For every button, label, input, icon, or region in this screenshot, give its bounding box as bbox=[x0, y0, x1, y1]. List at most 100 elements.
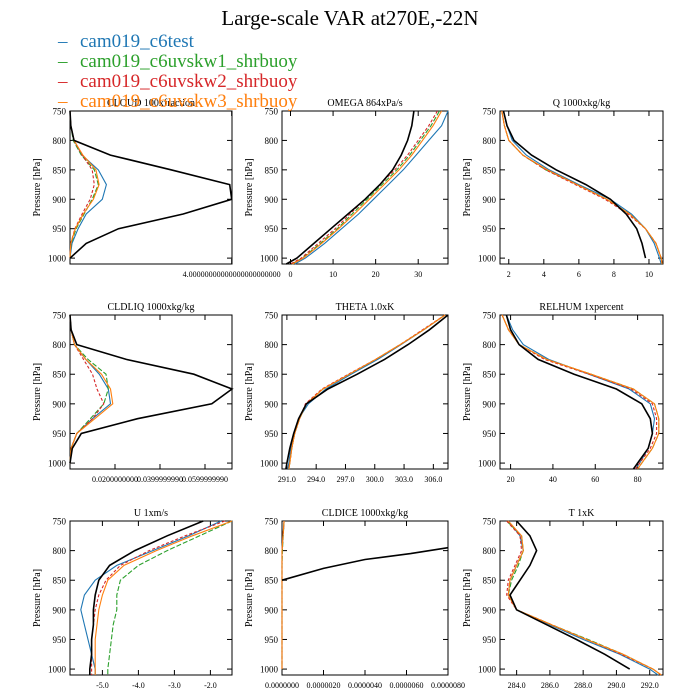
x-tick-label-2-0: 2 bbox=[507, 270, 511, 279]
y-tick-label-0-4: 950 bbox=[53, 224, 67, 234]
y-tick-label-4-1: 800 bbox=[265, 340, 279, 350]
y-tick-label-2-0: 750 bbox=[483, 107, 497, 117]
x-tick-label-6-2: -3.0 bbox=[168, 681, 181, 690]
y-tick-label-5-5: 1000 bbox=[478, 459, 497, 469]
y-tick-label-5-1: 800 bbox=[483, 340, 497, 350]
plot-frame-2 bbox=[499, 110, 664, 265]
y-tick-label-1-2: 850 bbox=[265, 165, 279, 175]
plot-frame-7 bbox=[281, 520, 449, 676]
y-tick-label-6-2: 850 bbox=[53, 576, 67, 586]
y-tick-label-7-0: 750 bbox=[265, 517, 279, 527]
series-line-1-4 bbox=[285, 110, 415, 265]
y-tick-label-1-4: 950 bbox=[265, 224, 279, 234]
legend-entry-3: – cam019_c6uvskw3_shrbuoy bbox=[58, 91, 298, 112]
x-tick-label-4-4: 303.0 bbox=[395, 475, 413, 484]
y-tick-label-8-2: 850 bbox=[483, 576, 497, 586]
series-line-7-3 bbox=[281, 520, 285, 670]
plot-frame-4 bbox=[281, 314, 449, 470]
y-axis-label-7: Pressure [hPa] bbox=[244, 569, 255, 627]
x-tick-label-1-3: 30 bbox=[414, 270, 422, 279]
x-tick-label-4-3: 300.0 bbox=[366, 475, 384, 484]
series-line-4-0 bbox=[287, 314, 446, 470]
series-line-2-4 bbox=[502, 110, 647, 259]
series-line-0-4 bbox=[69, 110, 233, 259]
y-tick-label-8-1: 800 bbox=[483, 546, 497, 556]
y-tick-label-3-5: 1000 bbox=[48, 459, 67, 469]
x-tick-label-6-0: -5.0 bbox=[96, 681, 109, 690]
figure-title: Large-scale VAR at270E,-22N bbox=[221, 6, 479, 30]
y-tick-label-6-4: 950 bbox=[53, 635, 67, 645]
x-tick-label-5-2: 60 bbox=[591, 475, 599, 484]
x-tick-label-7-1: 0.0000020 bbox=[307, 681, 341, 690]
x-tick-label-1-1: 10 bbox=[329, 270, 337, 279]
x-tick-label-4-2: 297.0 bbox=[336, 475, 354, 484]
plot-frame-1 bbox=[281, 110, 449, 265]
y-tick-label-5-3: 900 bbox=[483, 399, 497, 409]
y-tick-label-4-2: 850 bbox=[265, 370, 279, 380]
series-line-6-3 bbox=[94, 520, 233, 675]
x-tick-label-0-0: 4.00000000000000000000000 bbox=[183, 270, 281, 279]
panel-title-2: Q 1000xkg/kg bbox=[553, 98, 611, 109]
y-tick-label-3-4: 950 bbox=[53, 429, 67, 439]
x-tick-label-1-2: 20 bbox=[372, 270, 380, 279]
y-tick-label-2-4: 950 bbox=[483, 224, 497, 234]
series-line-3-4 bbox=[69, 314, 234, 464]
y-axis-label-0: Pressure [hPa] bbox=[32, 158, 43, 216]
series-line-1-2 bbox=[290, 110, 438, 265]
y-tick-label-7-5: 1000 bbox=[260, 665, 279, 675]
y-tick-label-0-3: 900 bbox=[53, 195, 67, 205]
legend-entry-0: – cam019_c6test bbox=[58, 31, 194, 52]
panel-title-3: CLDLIQ 1000xkg/kg bbox=[108, 302, 195, 313]
x-tick-label-5-1: 40 bbox=[549, 475, 557, 484]
y-tick-label-4-0: 750 bbox=[265, 311, 279, 321]
y-tick-label-8-5: 1000 bbox=[478, 665, 497, 675]
x-tick-label-4-5: 306.0 bbox=[424, 475, 442, 484]
y-tick-label-5-4: 950 bbox=[483, 429, 497, 439]
x-tick-label-5-0: 20 bbox=[507, 475, 515, 484]
x-tick-label-2-4: 10 bbox=[645, 270, 653, 279]
series-line-0-3 bbox=[69, 110, 100, 259]
panel-title-4: THETA 1.0xK bbox=[336, 302, 395, 313]
panel-title-0: CLOUD 100xfraction bbox=[107, 98, 195, 109]
y-tick-label-7-2: 850 bbox=[265, 576, 279, 586]
y-tick-label-0-2: 850 bbox=[53, 165, 67, 175]
legend-entry-1: – cam019_c6uvskw1_shrbuoy bbox=[58, 51, 298, 72]
series-line-8-4 bbox=[509, 520, 631, 670]
x-tick-label-7-3: 0.0000060 bbox=[390, 681, 424, 690]
y-tick-label-4-3: 900 bbox=[265, 399, 279, 409]
x-tick-label-5-3: 80 bbox=[634, 475, 642, 484]
x-tick-label-2-1: 4 bbox=[542, 270, 546, 279]
series-line-2-3 bbox=[501, 110, 663, 265]
x-tick-label-6-3: -2.0 bbox=[204, 681, 217, 690]
series-line-6-4 bbox=[89, 520, 204, 675]
y-tick-label-6-0: 750 bbox=[53, 517, 67, 527]
series-line-4-2 bbox=[288, 314, 446, 470]
y-tick-label-0-5: 1000 bbox=[48, 254, 67, 264]
series-line-5-4 bbox=[505, 314, 654, 470]
panel-title-7: CLDICE 1000xkg/kg bbox=[322, 508, 408, 519]
panel-title-8: T 1xK bbox=[569, 508, 595, 519]
y-tick-label-5-2: 850 bbox=[483, 370, 497, 380]
y-tick-label-0-0: 750 bbox=[53, 107, 67, 117]
series-line-8-3 bbox=[507, 520, 662, 676]
x-tick-label-7-4: 0.0000080 bbox=[431, 681, 465, 690]
plot-frame-5 bbox=[499, 314, 664, 470]
x-tick-label-2-2: 6 bbox=[577, 270, 581, 279]
y-axis-label-1: Pressure [hPa] bbox=[244, 158, 255, 216]
x-tick-label-8-2: 288.0 bbox=[574, 681, 592, 690]
y-axis-label-6: Pressure [hPa] bbox=[32, 569, 43, 627]
y-axis-label-3: Pressure [hPa] bbox=[32, 363, 43, 421]
series-line-5-0 bbox=[505, 314, 656, 470]
legend: – cam019_c6test – cam019_c6uvskw1_shrbuoy … bbox=[58, 32, 297, 112]
y-tick-label-4-5: 1000 bbox=[260, 459, 279, 469]
series-line-4-4 bbox=[285, 314, 449, 470]
plot-frame-0 bbox=[69, 110, 233, 265]
x-tick-label-3-1: 0.0399999990 bbox=[137, 475, 183, 484]
series-line-4-3 bbox=[288, 314, 446, 470]
y-axis-label-5: Pressure [hPa] bbox=[462, 363, 473, 421]
y-tick-label-2-5: 1000 bbox=[478, 254, 497, 264]
y-axis-label-4: Pressure [hPa] bbox=[244, 363, 255, 421]
plot-frame-8 bbox=[499, 520, 664, 676]
plot-frame-3 bbox=[69, 314, 233, 470]
